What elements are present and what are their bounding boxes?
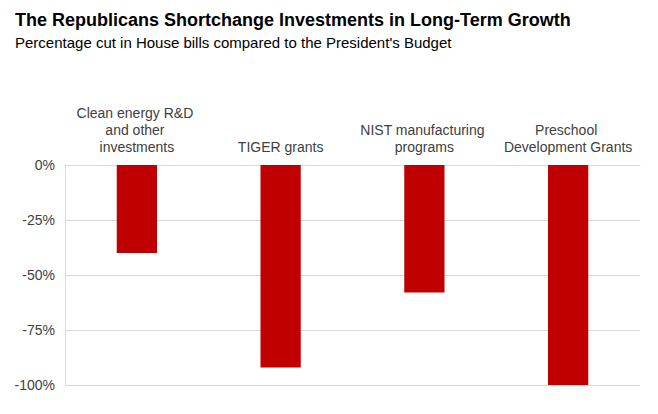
- svg-text:programs: programs: [395, 139, 454, 155]
- svg-text:Development Grants: Development Grants: [504, 139, 632, 155]
- svg-text:-25%: -25%: [22, 212, 55, 228]
- svg-text:investments: investments: [100, 139, 175, 155]
- svg-text:0%: 0%: [35, 157, 55, 173]
- svg-text:-100%: -100%: [15, 377, 55, 393]
- svg-text:The Republicans Shortchange In: The Republicans Shortchange Investments …: [15, 10, 571, 30]
- svg-text:and other: and other: [105, 122, 168, 138]
- svg-text:Clean energy R&D: Clean energy R&D: [77, 105, 198, 121]
- svg-text:TIGER grants: TIGER grants: [238, 139, 324, 155]
- svg-text:Percentage cut in House bills: Percentage cut in House bills compared t…: [15, 34, 452, 51]
- svg-text:-50%: -50%: [22, 267, 55, 283]
- svg-text:Preschool: Preschool: [535, 122, 601, 138]
- svg-text:-75%: -75%: [22, 322, 55, 338]
- svg-text:NIST manufacturing: NIST manufacturing: [360, 122, 488, 138]
